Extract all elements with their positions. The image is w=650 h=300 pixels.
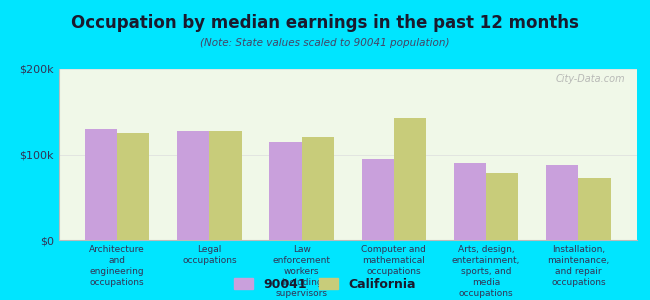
Bar — [117, 133, 150, 240]
Text: City-Data.com: City-Data.com — [556, 74, 625, 84]
Bar — [486, 173, 519, 240]
Bar — [394, 118, 426, 240]
Legend: 90041, California: 90041, California — [235, 278, 415, 291]
Text: (Note: State values scaled to 90041 population): (Note: State values scaled to 90041 popu… — [200, 38, 450, 47]
Bar — [302, 137, 334, 240]
Bar — [177, 131, 209, 240]
Bar — [546, 165, 578, 240]
Bar — [578, 178, 611, 240]
Bar — [209, 130, 242, 240]
Bar — [454, 163, 486, 240]
Bar — [269, 142, 302, 240]
Bar — [361, 159, 394, 240]
Text: Occupation by median earnings in the past 12 months: Occupation by median earnings in the pas… — [71, 14, 579, 32]
Bar — [84, 129, 117, 240]
